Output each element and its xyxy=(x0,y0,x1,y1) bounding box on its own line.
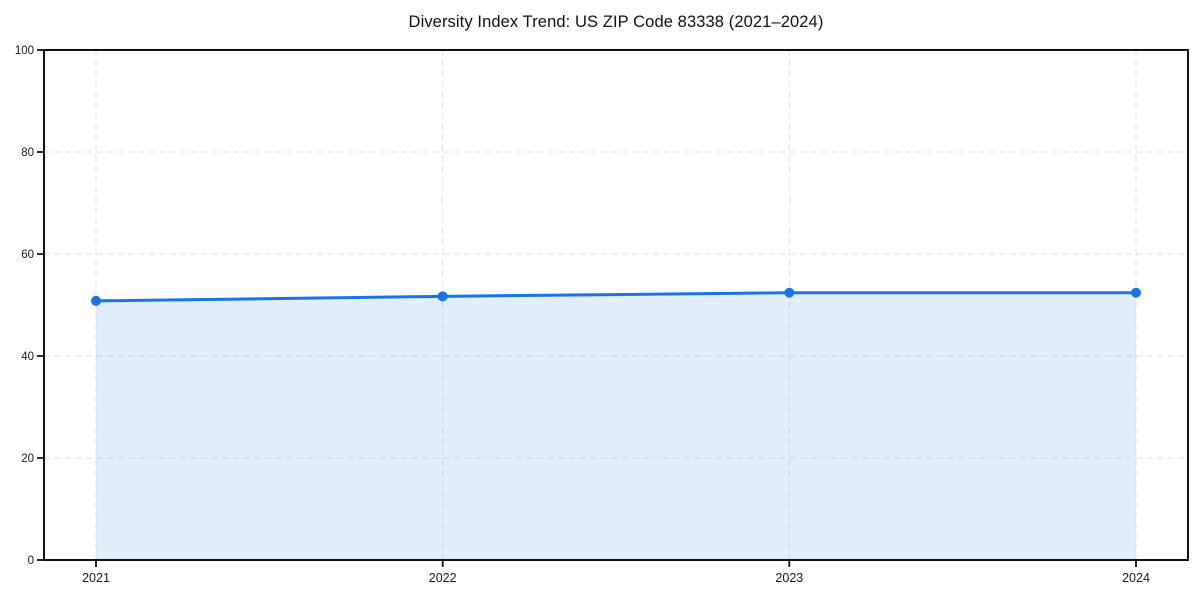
chart-title: Diversity Index Trend: US ZIP Code 83338… xyxy=(408,13,824,31)
area-fill xyxy=(96,292,1136,560)
y-tick-label: 100 xyxy=(15,45,34,57)
data-point-2022 xyxy=(437,291,448,302)
x-tick-label: 2024 xyxy=(1122,571,1150,585)
y-tick-label: 0 xyxy=(28,555,34,567)
data-point-2023 xyxy=(784,287,795,298)
y-tick-label: 80 xyxy=(21,147,34,159)
trend-line xyxy=(94,291,1138,303)
x-tick-label: 2022 xyxy=(429,571,457,585)
x-tick-label: 2023 xyxy=(775,571,803,585)
x-tick-label: 2021 xyxy=(82,571,110,585)
y-tick-label: 40 xyxy=(21,351,34,363)
y-tick-label: 20 xyxy=(21,453,34,465)
data-point-2021 xyxy=(91,295,101,306)
data-point-2024 xyxy=(1131,287,1141,298)
axis-frame xyxy=(43,49,1189,561)
y-tick-label: 60 xyxy=(21,249,34,261)
